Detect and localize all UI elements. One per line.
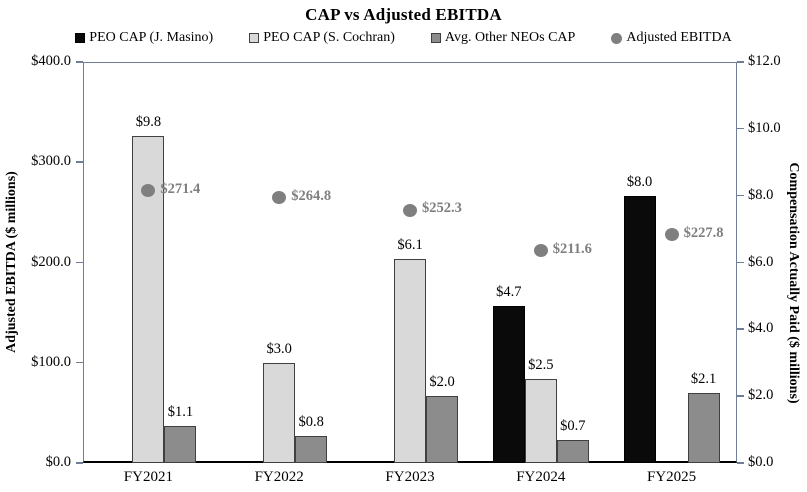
bar-peo-cap-s-cochran- — [524, 379, 557, 463]
bar-value-label: $6.1 — [397, 237, 423, 254]
left-axis-tick — [76, 462, 83, 464]
x-axis-category-label: FY2022 — [254, 469, 304, 485]
right-axis-tick-label: $8.0 — [748, 186, 774, 203]
ebitda-dot — [141, 184, 156, 198]
bar-value-label: $2.5 — [528, 357, 554, 374]
bar-value-label: $3.0 — [266, 340, 292, 357]
ebitda-dot — [272, 191, 287, 205]
right-axis-tick-label: $6.0 — [748, 253, 774, 270]
legend-square-marker-icon — [249, 33, 260, 43]
right-axis-tick-label: $4.0 — [748, 320, 774, 337]
bar-avg-other-neos-cap — [556, 439, 589, 463]
bar-value-label: $0.7 — [560, 417, 586, 434]
legend: PEO CAP (J. Masino) PEO CAP (S. Cochran) A… — [0, 30, 807, 46]
bar-value-label: $2.1 — [690, 370, 717, 387]
legend-item-4: Adjusted EBITDA — [611, 30, 732, 46]
legend-item-3: Avg. Other NEOs CAP — [430, 30, 576, 46]
left-axis-tick — [76, 261, 83, 263]
left-axis-tick — [76, 61, 83, 63]
chart-title: CAP vs Adjusted EBITDA — [305, 5, 502, 24]
left-axis-tick — [76, 161, 83, 163]
right-axis-tick — [737, 194, 744, 197]
left-axis-tick-label: $400.0 — [31, 53, 71, 69]
bar-value-label: $0.8 — [298, 414, 324, 431]
right-axis-tick — [737, 462, 744, 464]
bar-peo-cap-s-cochran- — [394, 259, 426, 463]
right-axis-tick — [737, 61, 744, 63]
bar-avg-other-neos-cap — [426, 396, 458, 463]
left-axis-tick — [76, 361, 83, 364]
right-axis-tick-label: $2.0 — [748, 387, 774, 404]
bar-value-label: $8.0 — [626, 173, 653, 190]
x-axis-category-label: FY2025 — [647, 469, 697, 485]
left-axis-tick-label: $300.0 — [31, 153, 71, 170]
legend-square-marker-icon — [75, 33, 86, 43]
right-axis-tick — [737, 395, 744, 397]
x-axis-category-label: FY2023 — [385, 469, 435, 485]
right-axis-tick-label: $12.0 — [748, 53, 781, 69]
bar-avg-other-neos-cap — [295, 436, 328, 463]
bar-value-label: $2.0 — [429, 374, 455, 391]
right-axis-tick — [737, 261, 744, 263]
bar-value-label: $1.1 — [167, 404, 194, 421]
ebitda-value-label: $211.6 — [552, 240, 592, 257]
x-axis-category-label: FY2021 — [123, 469, 173, 485]
x-axis-category-label: FY2024 — [516, 469, 566, 485]
legend-item-1: PEO CAP (J. Masino) — [75, 30, 213, 46]
left-axis-tick-label: $200.0 — [31, 253, 71, 270]
legend-label: PEO CAP (S. Cochran) — [263, 30, 395, 45]
legend-item-2: PEO CAP (S. Cochran) — [249, 30, 395, 46]
ebitda-dot — [533, 244, 548, 258]
ebitda-value-label: $264.8 — [291, 187, 332, 204]
legend-square-marker-icon — [430, 33, 441, 43]
ebitda-value-label: $227.8 — [683, 224, 724, 241]
right-axis-tick-label: $0.0 — [748, 454, 774, 470]
bar-value-label: $4.7 — [496, 283, 522, 300]
legend-label: Adjusted EBITDA — [626, 30, 732, 45]
left-axis-tick-label: $100.0 — [31, 353, 71, 370]
left-axis-tick-label: $0.0 — [45, 454, 71, 470]
legend-label: PEO CAP (J. Masino) — [89, 30, 214, 45]
right-axis-tick — [737, 328, 744, 330]
bar-peo-cap-s-cochran- — [263, 362, 296, 463]
right-axis-tick-label: $10.0 — [748, 119, 781, 136]
ebitda-value-label: $252.3 — [422, 200, 462, 217]
bar-avg-other-neos-cap — [687, 392, 720, 463]
ebitda-dot — [664, 228, 679, 242]
legend-circle-marker-icon — [611, 32, 623, 44]
right-axis-tick — [737, 127, 744, 130]
ebitda-dot — [403, 203, 417, 217]
bar-peo-cap-j-masino- — [623, 195, 656, 463]
bar-peo-cap-j-masino- — [492, 305, 525, 463]
legend-label: Avg. Other NEOs CAP — [444, 30, 576, 45]
ebitda-value-label: $271.4 — [160, 180, 201, 197]
bar-avg-other-neos-cap — [164, 426, 197, 463]
bar-value-label: $9.8 — [135, 113, 162, 130]
